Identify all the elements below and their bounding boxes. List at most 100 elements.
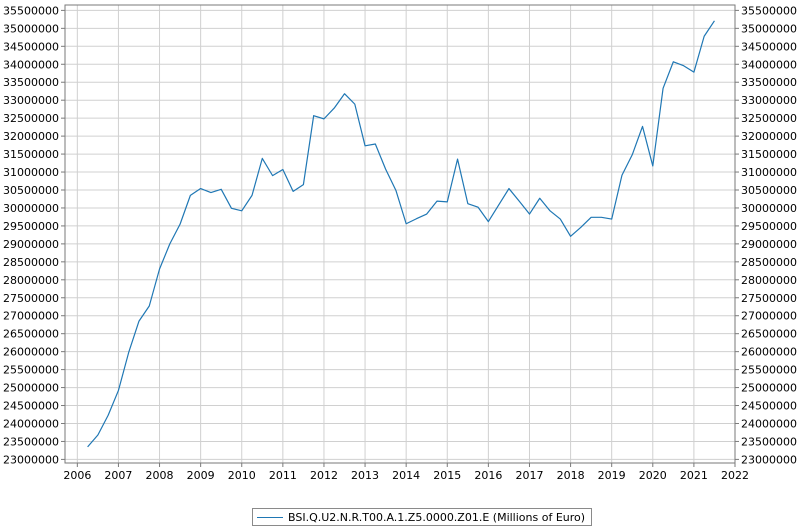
data-point <box>507 187 510 190</box>
data-point <box>425 213 428 216</box>
y-tick-label-left: 32000000 <box>3 130 59 143</box>
data-point <box>456 158 459 161</box>
data-point <box>610 218 613 221</box>
y-tick-label-left: 31000000 <box>3 166 59 179</box>
y-tick-label-right: 28000000 <box>741 274 797 287</box>
y-tick-label-left: 25500000 <box>3 364 59 377</box>
data-point <box>477 206 480 209</box>
x-tick-label: 2012 <box>310 469 338 482</box>
y-tick-label-left: 31500000 <box>3 148 59 161</box>
x-tick-label: 2009 <box>187 469 215 482</box>
data-point <box>312 114 315 117</box>
x-tick-label: 2021 <box>680 469 708 482</box>
data-point <box>292 190 295 193</box>
y-tick-label-right: 33000000 <box>741 94 797 107</box>
y-tick-label-left: 33500000 <box>3 76 59 89</box>
legend: BSI.Q.U2.N.R.T00.A.1.Z5.0000.Z01.E (Mill… <box>252 508 593 526</box>
y-tick-label-left: 25000000 <box>3 382 59 395</box>
data-point <box>415 217 418 220</box>
y-tick-label-left: 34500000 <box>3 40 59 53</box>
y-tick-label-left: 29500000 <box>3 220 59 233</box>
data-point <box>579 226 582 229</box>
gridlines <box>65 5 736 463</box>
y-tick-label-right: 32500000 <box>741 112 797 125</box>
data-point <box>230 207 233 210</box>
y-tick-label-left: 30000000 <box>3 202 59 215</box>
data-point <box>261 157 264 160</box>
y-tick-label-left: 23000000 <box>3 453 59 466</box>
y-tick-label-right: 35000000 <box>741 22 797 35</box>
y-tick-label-right: 27500000 <box>741 292 797 305</box>
data-point <box>343 92 346 95</box>
y-tick-label-right: 29500000 <box>741 220 797 233</box>
series-line <box>87 20 715 448</box>
x-tick-label: 2015 <box>433 469 461 482</box>
y-tick-label-left: 33000000 <box>3 94 59 107</box>
data-point <box>600 216 603 219</box>
data-point <box>713 19 716 22</box>
data-point <box>590 216 593 219</box>
data-point <box>518 200 521 203</box>
data-point <box>271 174 274 177</box>
y-tick-label-right: 35500000 <box>741 4 797 17</box>
data-point <box>487 220 490 223</box>
x-tick-label: 2020 <box>639 469 667 482</box>
y-tick-label-left: 24500000 <box>3 400 59 413</box>
data-point <box>692 71 695 74</box>
data-point <box>651 164 654 167</box>
data-point <box>117 389 120 392</box>
data-point <box>384 168 387 171</box>
y-tick-label-right: 24500000 <box>741 400 797 413</box>
y-tick-label-right: 28500000 <box>741 256 797 269</box>
y-tick-label-left: 23500000 <box>3 435 59 448</box>
y-tick-label-right: 26000000 <box>741 346 797 359</box>
data-point <box>466 202 469 205</box>
data-point <box>240 209 243 212</box>
y-tick-label-right: 24000000 <box>741 417 797 430</box>
data-point <box>333 107 336 110</box>
data-point <box>569 235 572 238</box>
y-tick-label-right: 30000000 <box>741 202 797 215</box>
x-tick-label: 2007 <box>104 469 132 482</box>
y-tick-labels-left: 23000000 23500000 24000000 24500000 25000000… <box>3 4 59 466</box>
legend-series-label: BSI.Q.U2.N.R.T00.A.1.Z5.0000.Z01.E (Mill… <box>288 510 586 524</box>
series-group <box>86 19 716 448</box>
data-point <box>302 183 305 186</box>
data-point <box>127 351 130 354</box>
plot-area <box>65 5 735 463</box>
data-point <box>497 204 500 207</box>
y-tick-label-left: 29000000 <box>3 238 59 251</box>
y-tick-label-right: 33500000 <box>741 76 797 89</box>
axes <box>61 4 739 467</box>
x-tick-labels: 2006 2007 2008 2009 2010 2011 2012 2013 2014 2015… <box>63 469 749 482</box>
data-point <box>662 87 665 90</box>
y-tick-label-right: 27000000 <box>741 310 797 323</box>
data-point <box>682 64 685 67</box>
data-point <box>209 191 212 194</box>
data-point <box>251 194 254 197</box>
data-point <box>189 194 192 197</box>
x-tick-label: 2019 <box>598 469 626 482</box>
y-tick-label-right: 30500000 <box>741 184 797 197</box>
y-tick-label-right: 31000000 <box>741 166 797 179</box>
data-point <box>620 174 623 177</box>
y-tick-label-right: 34000000 <box>741 58 797 71</box>
y-tick-label-right: 31500000 <box>741 148 797 161</box>
data-point <box>168 242 171 245</box>
y-tick-label-right: 25500000 <box>741 364 797 377</box>
data-point <box>364 144 367 147</box>
y-tick-label-right: 25000000 <box>741 382 797 395</box>
data-point <box>220 188 223 191</box>
y-tick-label-right: 23500000 <box>741 435 797 448</box>
x-tick-label: 2008 <box>146 469 174 482</box>
y-tick-label-left: 35000000 <box>3 22 59 35</box>
data-point <box>86 445 89 448</box>
y-tick-label-right: 23000000 <box>741 453 797 466</box>
data-point <box>137 320 140 323</box>
data-point <box>148 305 151 308</box>
y-tick-label-right: 34500000 <box>741 40 797 53</box>
data-point <box>179 223 182 226</box>
x-tick-label: 2014 <box>392 469 420 482</box>
data-point <box>549 209 552 212</box>
y-tick-label-left: 24000000 <box>3 417 59 430</box>
